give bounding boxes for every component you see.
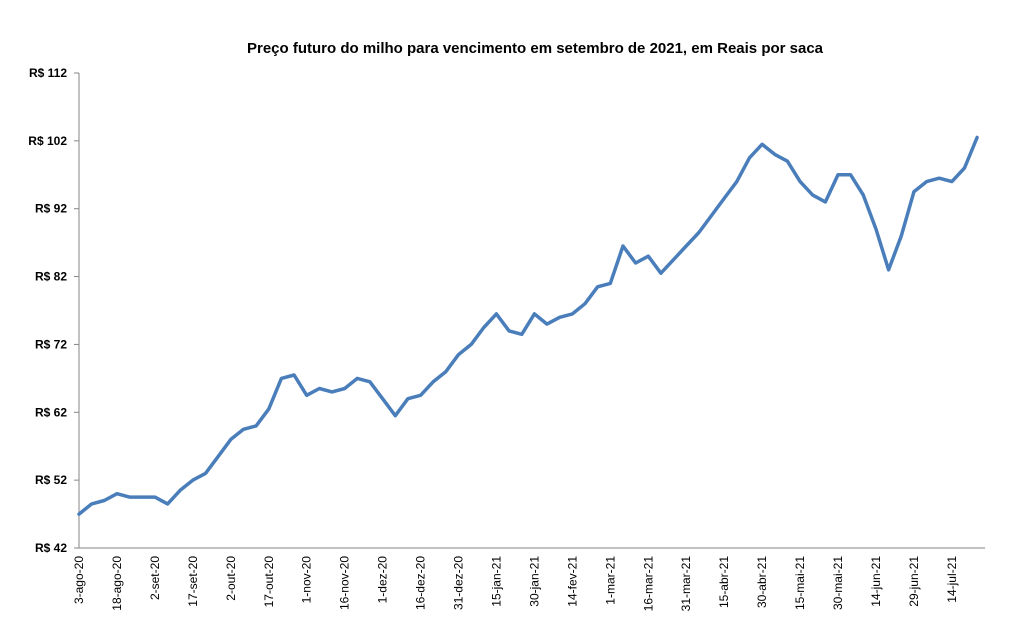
x-tick-label: 3-ago-20: [72, 556, 86, 604]
x-tick-label: 30-abr-21: [755, 556, 769, 608]
x-tick-label: 31-dez-20: [452, 556, 466, 610]
line: [77, 135, 979, 516]
x-tick-label: 30-mai-21: [831, 556, 845, 610]
y-tick-label: R$ 52: [35, 473, 67, 487]
x-tick-label: 2-set-20: [148, 556, 162, 600]
x-tick-label: 16-dez-20: [414, 556, 428, 610]
x-tick-label: 15-abr-21: [717, 556, 731, 608]
x-tick-label: 14-fev-21: [565, 556, 579, 607]
x-tick-label: 15-jan-21: [489, 556, 503, 607]
x-tick-label: 15-mai-21: [793, 556, 807, 610]
x-tick-label: 17-set-20: [186, 556, 200, 607]
x-tick-label: 17-out-20: [262, 556, 276, 608]
y-tick-label: R$ 62: [35, 405, 67, 419]
x-tick-label: 29-jun-21: [907, 556, 921, 607]
x-tick-label: 18-ago-20: [110, 556, 124, 611]
x-tick-label: 2-out-20: [224, 556, 238, 601]
y-tick-label: R$ 72: [35, 337, 67, 351]
x-tick-label: 31-mar-21: [679, 556, 693, 612]
x-tick-label: 16-nov-20: [338, 556, 352, 610]
x-tick-label: 14-jul-21: [945, 556, 959, 603]
x-tick-label: 14-jun-21: [869, 556, 883, 607]
y-tick-label: R$ 42: [35, 541, 67, 555]
y-tick-label: R$ 92: [35, 202, 67, 216]
x-tick-label: 1-mar-21: [603, 556, 617, 605]
y-tick-label: R$ 82: [35, 270, 67, 284]
chart-title: Preço futuro do milho para vencimento em…: [247, 40, 824, 57]
x-tick-label: 16-mar-21: [641, 556, 655, 612]
y-tick-label: R$ 102: [28, 134, 67, 148]
x-tick-label: 30-jan-21: [527, 556, 541, 607]
y-tick-label: R$ 112: [29, 66, 67, 80]
x-tick-label: 1-dez-20: [376, 556, 390, 604]
x-tick-label: 1-nov-20: [300, 556, 314, 604]
